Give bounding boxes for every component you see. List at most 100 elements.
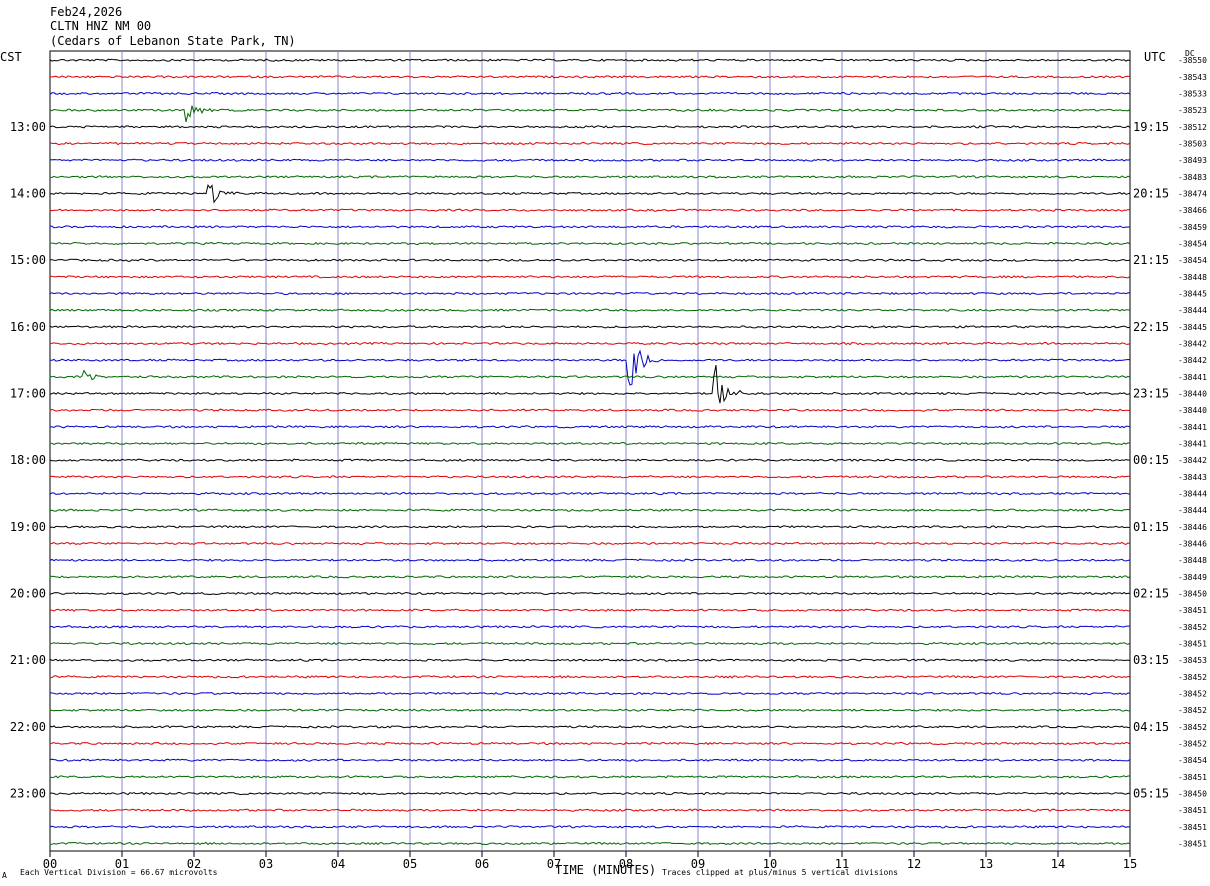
left-hour-label: 23:00 [10, 787, 46, 801]
dc-offset-label: -38503 [1178, 140, 1207, 149]
dc-offset-label: -38451 [1178, 773, 1207, 782]
x-tick-label: 14 [1051, 857, 1065, 871]
trace-line [49, 775, 1130, 779]
dc-label: DC [1185, 49, 1195, 58]
dc-offset-label: -38454 [1178, 240, 1207, 249]
right-hour-label: 01:15 [1133, 520, 1169, 534]
plot-frame [49, 50, 1131, 852]
left-hour-label: 14:00 [10, 187, 46, 201]
trace-line [49, 225, 1131, 229]
trace-line [49, 825, 1131, 829]
right-hour-label: 19:15 [1133, 120, 1169, 134]
dc-offset-label: -38446 [1178, 540, 1207, 549]
trace-line [49, 369, 1131, 381]
trace-line [49, 558, 1131, 562]
trace-line [49, 641, 1131, 646]
label-layer: 00 01 02 03 04 05 06 07 08 09 10 11 12 13 14 15 -38550 -3… [10, 56, 1207, 871]
trace-layer [49, 58, 1131, 846]
x-tick-label: 08 [619, 857, 633, 871]
dc-offset-label: -38441 [1178, 440, 1207, 449]
dc-offset-label: -38443 [1178, 473, 1207, 482]
left-hour-label: 18:00 [10, 453, 46, 467]
dc-offset-label: -38440 [1178, 406, 1207, 415]
dc-offset-label: -38451 [1178, 823, 1207, 832]
trace-line [49, 575, 1131, 579]
trace-line [49, 541, 1131, 546]
left-hour-label: 15:00 [10, 253, 46, 267]
trace-line [49, 708, 1131, 712]
trace-line [49, 458, 1131, 462]
left-hour-label: 21:00 [10, 653, 46, 667]
dc-offset-label: -38533 [1178, 90, 1207, 99]
dc-offset-label: -38454 [1178, 256, 1207, 265]
trace-line [49, 808, 1131, 812]
dc-offset-label: -38450 [1178, 790, 1207, 799]
x-tick-label: 00 [43, 857, 57, 871]
trace-line [49, 291, 1131, 296]
dc-offset-label: -38550 [1178, 56, 1207, 65]
x-tick-label: 06 [475, 857, 489, 871]
dc-offset-label: -38452 [1178, 623, 1207, 632]
trace-line [49, 141, 1131, 146]
dc-offset-label: -38442 [1178, 340, 1207, 349]
x-tick-label: 03 [259, 857, 273, 871]
right-hour-label: 22:15 [1133, 320, 1169, 334]
dc-offset-label: -38450 [1178, 590, 1207, 599]
trace-line [49, 308, 1131, 312]
trace-line [49, 675, 1131, 679]
trace-line [49, 591, 1131, 596]
left-hour-label: 17:00 [10, 387, 46, 401]
trace-line [49, 75, 1131, 79]
right-hour-label: 02:15 [1133, 587, 1169, 601]
dc-offset-label: -38441 [1178, 373, 1207, 382]
trace-line [49, 258, 1131, 262]
dc-offset-label: -38442 [1178, 456, 1207, 465]
trace-line [49, 175, 1131, 179]
station-code: CLTN HNZ NM 00 [50, 19, 152, 33]
station-location: (Cedars of Lebanon State Park, TN) [50, 34, 296, 48]
dc-offset-label: -38452 [1178, 723, 1207, 732]
left-hour-label: 16:00 [10, 320, 46, 334]
vertical-division-note: Each Vertical Division = 66.67 microvolt… [20, 868, 218, 877]
dc-offset-label: -38543 [1178, 73, 1207, 82]
dc-offset-label: -38448 [1178, 273, 1207, 282]
dc-offset-label: -38442 [1178, 356, 1207, 365]
trace-line [50, 349, 1131, 386]
right-hour-label: 00:15 [1133, 453, 1169, 467]
dc-offset-label: -38444 [1178, 490, 1207, 499]
right-hour-label: 20:15 [1133, 187, 1169, 201]
trace-line [49, 241, 1131, 246]
x-tick-label: 12 [907, 857, 921, 871]
clip-note: Traces clipped at plus/minus 5 vertical … [662, 868, 899, 877]
dc-offset-label: -38523 [1178, 106, 1207, 115]
trace-line [49, 425, 1131, 429]
x-tick-label: 15 [1123, 857, 1137, 871]
left-hour-label: 22:00 [10, 720, 46, 734]
trace-line [49, 105, 1131, 123]
x-axis-title: TIME (MINUTES) [555, 863, 657, 877]
right-hour-label: 04:15 [1133, 720, 1169, 734]
trace-line [49, 791, 1131, 796]
trace-line [49, 208, 1131, 212]
left-hour-label: 20:00 [10, 587, 46, 601]
dc-offset-label: -38449 [1178, 573, 1207, 582]
x-tick-label: 11 [835, 857, 849, 871]
x-tick-label: 05 [403, 857, 417, 871]
dc-offset-label: -38451 [1178, 640, 1207, 649]
dc-offset-label: -38444 [1178, 506, 1207, 515]
trace-line [49, 341, 1131, 346]
dc-offset-label: -38451 [1178, 606, 1207, 615]
x-tick-label: 02 [187, 857, 201, 871]
right-hour-label: 03:15 [1133, 653, 1169, 667]
trace-line [49, 58, 1131, 62]
dc-offset-label: -38483 [1178, 173, 1207, 182]
x-tick-label: 09 [691, 857, 705, 871]
trace-line [49, 608, 1130, 612]
dc-offset-label: -38451 [1178, 840, 1207, 849]
dc-offset-label: -38453 [1178, 656, 1207, 665]
right-timezone-label: UTC [1144, 50, 1166, 64]
trace-line [49, 525, 1131, 529]
dc-offset-label: -38466 [1178, 206, 1207, 215]
dc-offset-label: -38493 [1178, 156, 1207, 165]
trace-line [49, 658, 1131, 662]
